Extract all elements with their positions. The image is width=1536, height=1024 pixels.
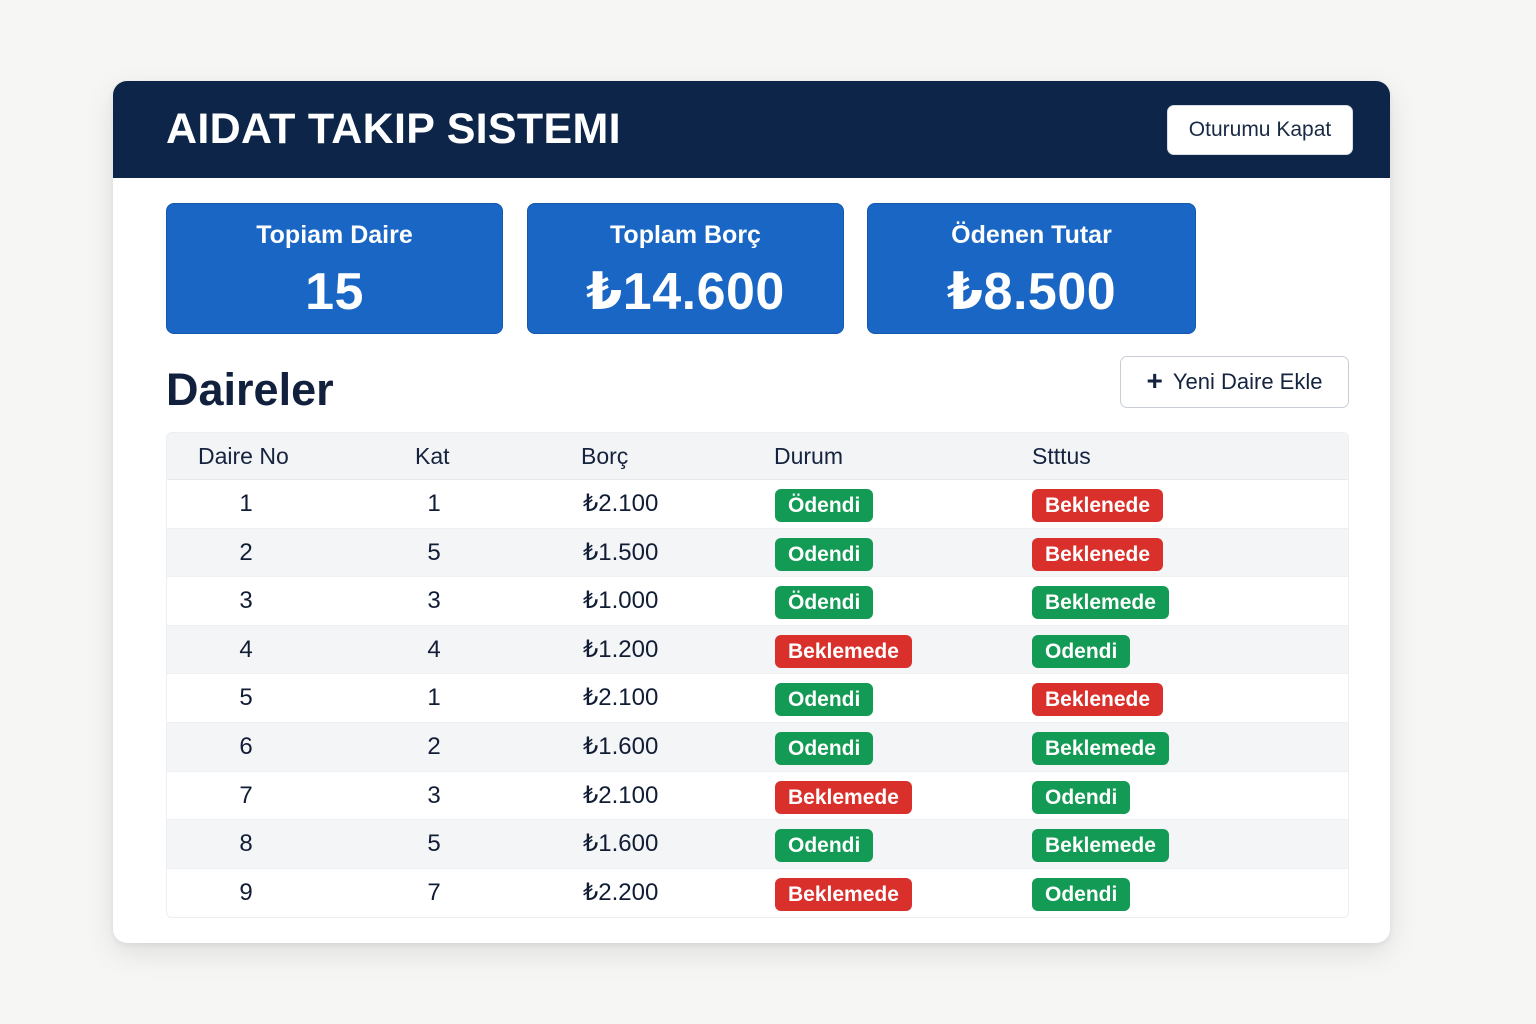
cell-debt: ₺1.200 — [583, 635, 659, 663]
logout-button[interactable]: Oturumu Kapat — [1167, 104, 1353, 155]
cell-unit-no: 4 — [239, 635, 253, 663]
column-header-debt: Borç — [581, 443, 629, 469]
table-row: 4 4 ₺1.200 Beklemede Odendi — [167, 625, 1348, 675]
cell-debt: ₺2.100 — [583, 684, 659, 712]
cell-unit-no: 5 — [239, 684, 253, 712]
durum-badge: Odendi — [775, 731, 874, 765]
cell-unit-no: 2 — [239, 538, 253, 566]
cell-debt: ₺1.600 — [583, 732, 659, 760]
stat-value: ₺8.500 — [946, 263, 1117, 321]
table-row: 2 5 ₺1.500 Odendi Beklenede — [167, 528, 1348, 578]
cell-debt: ₺2.100 — [583, 781, 659, 809]
cell-unit-no: 3 — [239, 587, 253, 615]
plus-icon: + — [1146, 364, 1163, 396]
cell-debt: ₺1.600 — [583, 830, 659, 858]
units-table: Daire No Kat Borç Durum Stttus 1 1 ₺2.100 Ö… — [166, 432, 1349, 919]
cell-unit-no: 7 — [239, 781, 253, 809]
durum-badge: Ödendi — [775, 586, 874, 620]
cell-debt: ₺2.200 — [583, 878, 659, 906]
status-badge: Beklemede — [1032, 586, 1169, 620]
status-badge: Odendi — [1032, 634, 1131, 668]
cell-floor: 1 — [427, 684, 441, 712]
status-badge: Odendi — [1032, 780, 1131, 814]
table-row: 7 3 ₺2.100 Beklemede Odendi — [167, 772, 1348, 821]
cell-debt: ₺1.500 — [583, 538, 659, 566]
cell-floor: 3 — [427, 587, 441, 615]
table-row: 9 7 ₺2.200 Beklemede Odendi — [167, 869, 1348, 918]
cell-floor: 5 — [427, 538, 441, 566]
status-badge: Beklenede — [1032, 537, 1164, 571]
stat-value: ₺14.600 — [586, 263, 785, 321]
column-header-unit-no: Daire No — [198, 443, 289, 469]
column-header-floor: Kat — [415, 443, 450, 469]
cell-debt: ₺2.100 — [583, 490, 659, 517]
cell-floor: 5 — [427, 830, 441, 858]
durum-badge: Odendi — [775, 829, 874, 863]
durum-badge: Beklemede — [775, 877, 912, 911]
stat-label: Ödenen Tutar — [951, 221, 1112, 249]
stat-card-paid-amount: Ödenen Tutar ₺8.500 — [867, 203, 1196, 334]
table-row: 3 3 ₺1.000 Ödendi Beklemede — [167, 577, 1348, 626]
section-title: Daireler — [166, 364, 334, 415]
status-badge: Beklemede — [1032, 829, 1169, 863]
table-row: 6 2 ₺1.600 Odendi Beklemede — [167, 722, 1348, 772]
cell-floor: 1 — [427, 490, 441, 517]
stat-label: Toplam Borç — [610, 221, 761, 249]
durum-badge: Beklemede — [775, 780, 912, 814]
stat-label: Topiam Daire — [256, 221, 413, 249]
table-header: Daire No Kat Borç Durum Stttus — [167, 433, 1348, 480]
stat-value: 15 — [305, 263, 364, 321]
cell-unit-no: 1 — [239, 490, 253, 517]
durum-badge: Odendi — [775, 537, 874, 571]
stat-card-total-debt: Toplam Borç ₺14.600 — [527, 203, 844, 334]
table-row: 1 1 ₺2.100 Ödendi Beklenede — [167, 480, 1348, 529]
status-badge: Beklemede — [1032, 731, 1169, 765]
table-body: 1 1 ₺2.100 Ödendi Beklenede 2 5 ₺1.500 Odendi Bek… — [167, 480, 1348, 917]
table-row: 5 1 ₺2.100 Odendi Beklenede — [167, 674, 1348, 723]
column-header-status: Stttus — [1032, 443, 1091, 469]
durum-badge: Ödendi — [775, 489, 874, 522]
cell-unit-no: 6 — [239, 732, 253, 760]
cell-unit-no: 8 — [239, 830, 253, 858]
stat-card-total-units: Topiam Daire 15 — [166, 203, 503, 334]
cell-unit-no: 9 — [239, 878, 253, 906]
add-unit-label: Yeni Daire Ekle — [1172, 369, 1323, 394]
app-title: AIDAT TAKIP SISTEMI — [166, 105, 621, 153]
app-window: AIDAT TAKIP SISTEMI Oturumu Kapat Topiam… — [113, 81, 1390, 943]
cell-floor: 3 — [427, 781, 441, 809]
cell-floor: 2 — [427, 732, 441, 760]
status-badge: Odendi — [1032, 877, 1131, 911]
durum-badge: Beklemede — [775, 634, 912, 668]
cell-floor: 4 — [427, 635, 441, 663]
status-badge: Beklenede — [1032, 683, 1164, 717]
table-row: 8 5 ₺1.600 Odendi Beklemede — [167, 820, 1348, 869]
cell-debt: ₺1.000 — [583, 587, 659, 615]
status-badge: Beklenede — [1032, 489, 1164, 522]
app-header: AIDAT TAKIP SISTEMI Oturumu Kapat — [113, 81, 1390, 178]
column-header-durum: Durum — [774, 443, 844, 469]
add-unit-button[interactable]: + Yeni Daire Ekle — [1120, 356, 1349, 408]
cell-floor: 7 — [427, 878, 441, 906]
durum-badge: Odendi — [775, 683, 874, 717]
